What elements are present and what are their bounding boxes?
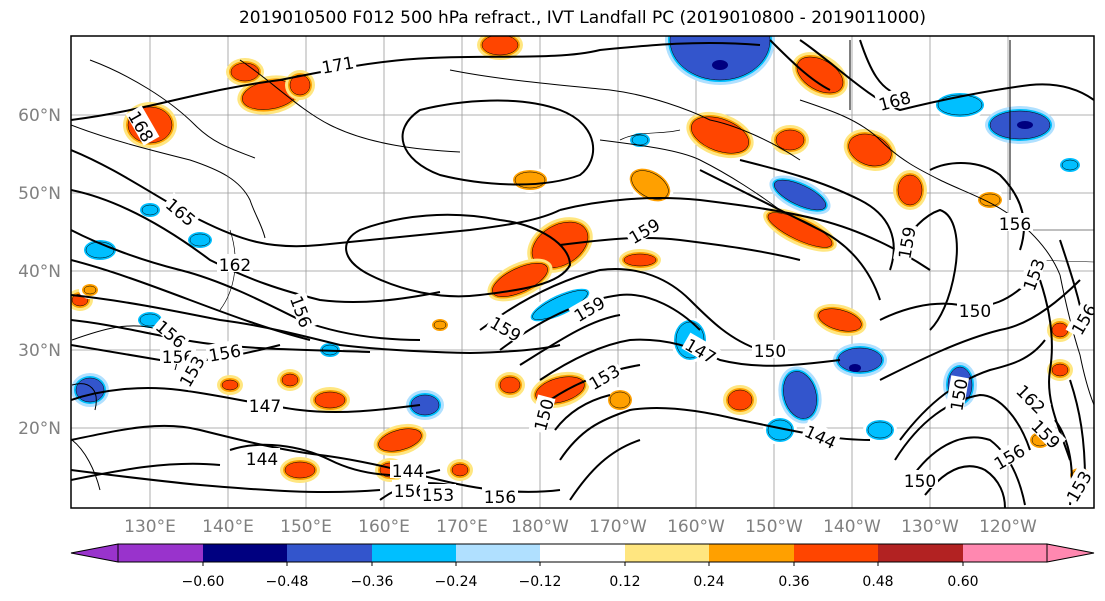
colorbar-tick-label: 0.36 <box>778 574 809 590</box>
contour-label: 156 <box>999 215 1031 235</box>
contour-label: 156 <box>394 482 426 502</box>
longitude-label: 150°W <box>745 517 803 537</box>
latitude-label: 20°N <box>18 419 61 439</box>
latitude-label: 50°N <box>18 184 61 204</box>
colorbar-segment <box>203 544 287 562</box>
colorbar-segment <box>287 544 372 562</box>
latitude-label: 30°N <box>18 341 61 361</box>
colorbar-tick-label: −0.48 <box>266 574 309 590</box>
pc-shading <box>71 36 1093 485</box>
contour-label: 156 <box>484 488 516 508</box>
colorbar-tick-label: −0.12 <box>519 574 562 590</box>
colorbar-tick-label: 0.48 <box>862 574 893 590</box>
colorbar: −0.60 −0.48 −0.36 −0.24 −0.12 0.12 0.24 0.36 0.4… <box>70 543 1095 590</box>
longitude-label: 140°E <box>202 517 254 537</box>
map-title: 2019010500 F012 500 hPa refract., IVT La… <box>238 8 926 28</box>
colorbar-segment <box>794 544 878 562</box>
latitude-labels: 60°N 50°N 40°N 30°N 20°N <box>18 106 61 439</box>
colorbar-tick-label: 0.60 <box>947 574 978 590</box>
longitude-label: 130°W <box>901 517 959 537</box>
longitude-label: 170°E <box>436 517 488 537</box>
colorbar-segment <box>625 544 709 562</box>
contour-label: 153 <box>422 486 454 506</box>
colorbar-tick-label: −0.60 <box>182 574 225 590</box>
longitude-label: 170°W <box>589 517 647 537</box>
colorbar-tick-label: 0.24 <box>693 574 724 590</box>
longitude-labels: 130°E 140°E 150°E 160°E 170°E 180°W 170°W 160°W… <box>124 517 1037 537</box>
colorbar-segment <box>372 544 456 562</box>
longitude-label: 160°W <box>667 517 725 537</box>
contour-label: 147 <box>249 397 281 417</box>
latitude-label: 60°N <box>18 106 61 126</box>
contour-label: 150 <box>959 302 991 322</box>
colorbar-extend-high <box>1046 543 1095 563</box>
longitude-label: 130°E <box>124 517 176 537</box>
colorbar-tick-label: −0.24 <box>435 574 478 590</box>
colorbar-tick-label: −0.36 <box>351 574 394 590</box>
colorbar-tick-label: 0.12 <box>609 574 640 590</box>
longitude-label: 140°W <box>823 517 881 537</box>
colorbar-segment <box>118 544 203 562</box>
colorbar-segment <box>963 544 1047 562</box>
latitude-label: 40°N <box>18 262 61 282</box>
longitude-label: 150°E <box>280 517 332 537</box>
colorbar-segment <box>456 544 540 562</box>
colorbar-extend-low <box>70 543 119 563</box>
contour-label: 144 <box>246 450 278 470</box>
contour-label: 150 <box>754 342 786 362</box>
contour-label: 162 <box>219 256 251 276</box>
contour-label: 150 <box>904 472 936 492</box>
longitude-label: 180°W <box>511 517 569 537</box>
colorbar-segment <box>540 544 625 562</box>
colorbar-segment <box>878 544 963 562</box>
longitude-label: 160°E <box>358 517 410 537</box>
map-border <box>70 35 1095 509</box>
longitude-label: 120°W <box>979 517 1037 537</box>
colorbar-segment <box>709 544 794 562</box>
contour-label: 144 <box>392 462 424 482</box>
